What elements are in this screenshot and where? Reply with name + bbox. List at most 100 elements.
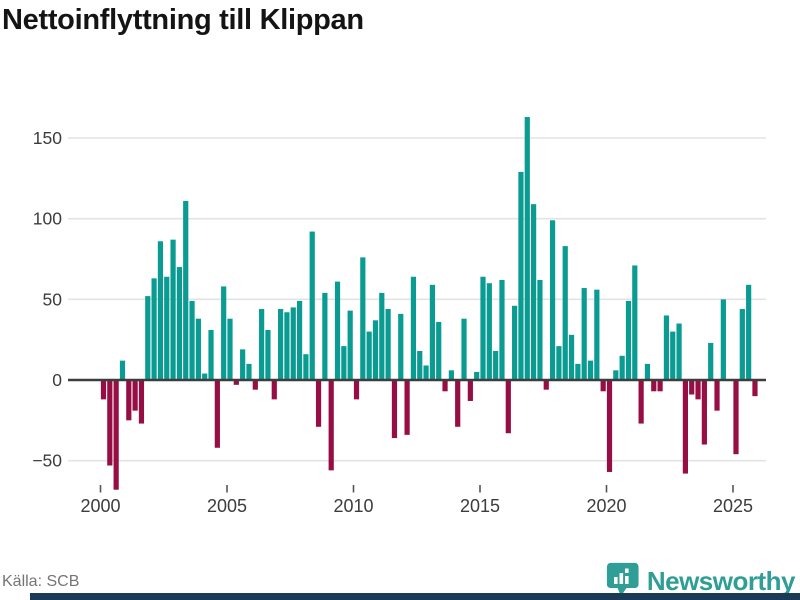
bar-2011q3[interactable]	[391, 380, 398, 439]
bar-2003q2[interactable]	[183, 200, 189, 380]
bar-2022q3[interactable]	[670, 331, 676, 380]
bar-2019q1[interactable]	[581, 288, 587, 380]
bar-2002q2[interactable]	[157, 241, 164, 380]
bar-2010q1[interactable]	[353, 380, 360, 400]
bar-2009q4[interactable]	[347, 310, 353, 380]
bar-2020q1[interactable]	[606, 380, 613, 472]
bar-2008q3[interactable]	[315, 380, 322, 427]
bar-2003q1[interactable]	[176, 267, 182, 380]
bar-2005q2[interactable]	[233, 380, 239, 385]
bar-2002q3[interactable]	[164, 276, 170, 380]
bar-2017q2[interactable]	[537, 279, 543, 380]
bar-2025q4[interactable]	[752, 380, 758, 397]
bar-2025q3[interactable]	[746, 284, 752, 380]
bar-2011q1[interactable]	[379, 292, 385, 380]
bar-2008q1[interactable]	[303, 354, 309, 380]
bar-2004q2[interactable]	[208, 329, 214, 380]
bar-2020q2[interactable]	[613, 370, 619, 380]
bar-2006q4[interactable]	[271, 380, 277, 400]
bar-2016q2[interactable]	[512, 305, 518, 380]
bar-2000q3[interactable]	[113, 380, 119, 490]
bar-2015q4[interactable]	[499, 279, 505, 380]
bar-2014q3[interactable]	[467, 380, 473, 401]
bar-2004q1[interactable]	[202, 373, 208, 380]
bar-2024q2[interactable]	[714, 380, 720, 411]
bar-2007q3[interactable]	[290, 307, 296, 380]
bar-2006q2[interactable]	[259, 309, 265, 380]
bar-2015q1[interactable]	[480, 276, 486, 380]
bar-2014q1[interactable]	[455, 380, 461, 427]
bar-2001q2[interactable]	[132, 380, 138, 411]
bar-2001q3[interactable]	[138, 380, 145, 424]
bar-2020q4[interactable]	[625, 300, 632, 380]
bar-2010q4[interactable]	[372, 320, 379, 380]
bar-2018q2[interactable]	[562, 246, 568, 380]
bar-2013q2[interactable]	[436, 321, 442, 380]
bar-2023q2[interactable]	[689, 380, 695, 395]
bar-2016q4[interactable]	[524, 117, 530, 380]
bar-2019q4[interactable]	[600, 380, 606, 392]
bar-2003q4[interactable]	[195, 318, 201, 380]
bar-2004q4[interactable]	[221, 286, 227, 380]
bar-2015q2[interactable]	[486, 283, 492, 380]
bar-2023q4[interactable]	[701, 380, 707, 445]
bar-2010q2[interactable]	[360, 257, 366, 380]
bar-2006q3[interactable]	[265, 329, 271, 380]
bar-2005q3[interactable]	[240, 349, 246, 380]
bar-2018q1[interactable]	[556, 346, 562, 380]
bar-2000q4[interactable]	[119, 360, 126, 380]
bar-2011q4[interactable]	[398, 313, 404, 380]
bar-2008q4[interactable]	[322, 292, 328, 380]
bar-2007q4[interactable]	[296, 300, 303, 380]
bar-2017q4[interactable]	[549, 220, 556, 380]
bar-2012q2[interactable]	[410, 276, 417, 380]
bar-2022q2[interactable]	[663, 315, 670, 380]
bar-2018q3[interactable]	[568, 334, 575, 380]
bar-2014q2[interactable]	[461, 318, 467, 380]
bar-2013q3[interactable]	[442, 380, 448, 392]
bar-2019q3[interactable]	[594, 289, 600, 380]
bar-2004q3[interactable]	[214, 380, 220, 448]
bar-2023q1[interactable]	[682, 380, 688, 474]
bar-2013q1[interactable]	[429, 284, 435, 380]
bar-2005q4[interactable]	[246, 363, 252, 380]
bar-2008q2[interactable]	[309, 231, 315, 380]
bar-2012q1[interactable]	[404, 380, 410, 435]
bar-2001q1[interactable]	[126, 380, 132, 421]
bar-2020q3[interactable]	[619, 355, 625, 380]
bar-2021q2[interactable]	[638, 380, 644, 424]
bar-2014q4[interactable]	[474, 371, 480, 380]
bar-2002q1[interactable]	[151, 278, 157, 380]
bar-2006q1[interactable]	[252, 380, 258, 390]
bar-2022q4[interactable]	[676, 323, 682, 380]
bar-2009q1[interactable]	[328, 380, 334, 471]
bar-2013q4[interactable]	[448, 370, 454, 380]
bar-2023q3[interactable]	[695, 380, 701, 400]
bar-2021q1[interactable]	[632, 265, 638, 380]
bar-2017q3[interactable]	[543, 380, 549, 390]
bar-2003q3[interactable]	[189, 300, 195, 380]
bar-2015q3[interactable]	[493, 350, 499, 380]
bar-2000q2[interactable]	[107, 380, 113, 466]
bar-2000q1[interactable]	[100, 380, 107, 400]
bar-2016q3[interactable]	[518, 171, 524, 380]
bar-2024q1[interactable]	[708, 342, 714, 380]
bar-2016q1[interactable]	[505, 380, 511, 434]
bar-2025q1[interactable]	[733, 380, 739, 455]
bar-2022q1[interactable]	[657, 380, 663, 392]
bar-2009q2[interactable]	[334, 281, 341, 380]
bar-2021q3[interactable]	[644, 363, 651, 380]
bar-2017q1[interactable]	[531, 204, 537, 380]
bar-2019q2[interactable]	[587, 360, 594, 380]
bar-2001q4[interactable]	[145, 296, 151, 380]
bar-2007q1[interactable]	[278, 309, 284, 380]
bar-2002q4[interactable]	[170, 239, 176, 380]
brand-lockup[interactable]: Newsworthy	[606, 562, 796, 600]
bar-2009q3[interactable]	[341, 346, 347, 380]
bar-2005q1[interactable]	[227, 318, 233, 380]
bar-2011q2[interactable]	[385, 309, 391, 380]
bar-2007q2[interactable]	[284, 312, 290, 380]
bar-2021q4[interactable]	[651, 380, 657, 392]
bar-2012q3[interactable]	[417, 350, 423, 380]
bar-2012q4[interactable]	[423, 365, 429, 380]
